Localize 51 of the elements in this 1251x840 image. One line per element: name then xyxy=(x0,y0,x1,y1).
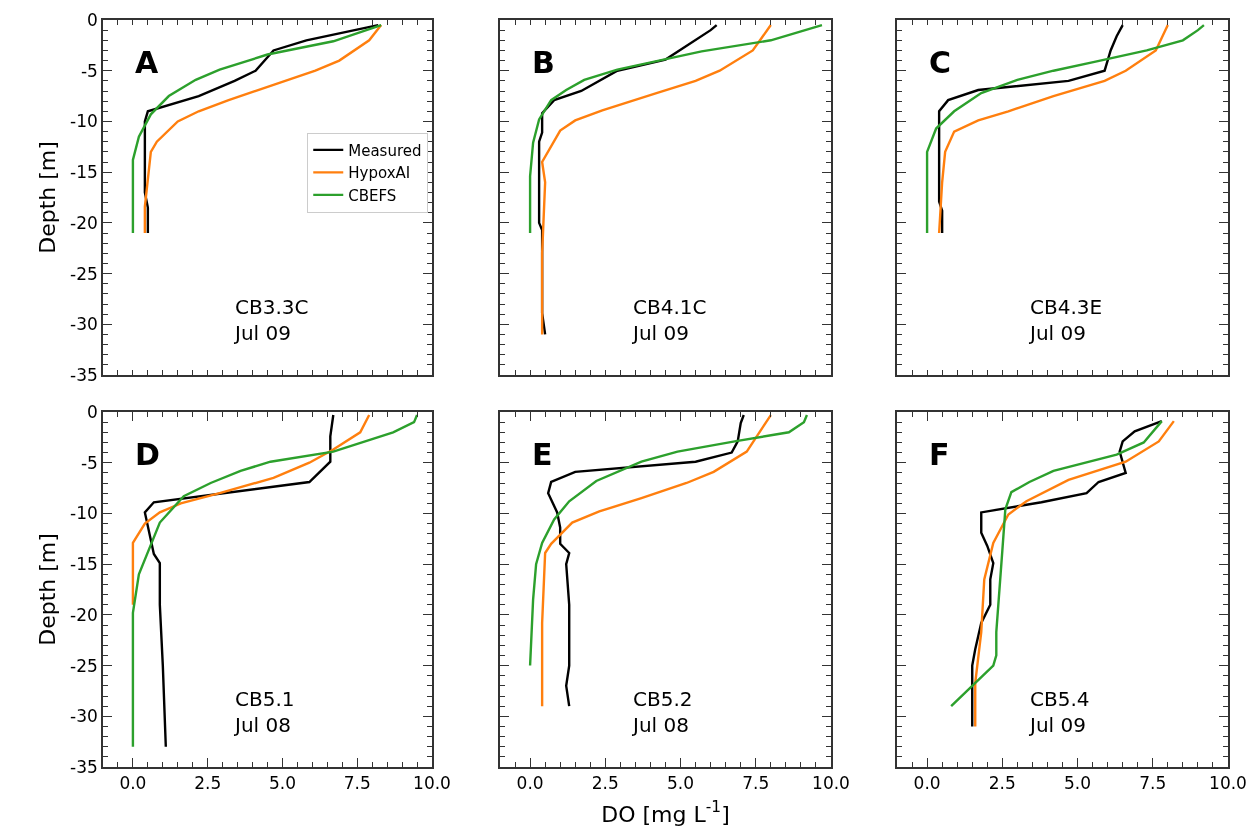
x-tick-label: 10.0 xyxy=(1209,773,1247,794)
y-tick-label: -25 xyxy=(70,655,98,676)
x-tick-label: 0.0 xyxy=(516,773,544,794)
legend-label: CBEFS xyxy=(348,186,397,205)
annotation: B xyxy=(532,45,555,80)
annotation: CB5.1 Jul 08 xyxy=(233,687,295,737)
y-tick-label: -20 xyxy=(70,212,98,233)
x-tick-label: 2.5 xyxy=(988,773,1016,794)
y-tick-label: -15 xyxy=(70,554,98,575)
x-tick-label: 5.0 xyxy=(667,773,695,794)
y-tick-label: -30 xyxy=(70,314,98,335)
annotation: F xyxy=(929,437,950,472)
x-tick-label: 7.5 xyxy=(742,773,770,794)
y-tick-label: 0 xyxy=(87,401,98,422)
x-tick-label: 5.0 xyxy=(1064,773,1092,794)
x-tick-label: 2.5 xyxy=(194,773,222,794)
x-tick-label: 10.0 xyxy=(812,773,850,794)
x-tick-label: 10.0 xyxy=(413,773,451,794)
x-tick-label: 0.0 xyxy=(119,773,147,794)
legend-label: HypoxAI xyxy=(348,164,411,183)
y-axis-title: Depth [m] xyxy=(35,533,61,646)
annotation: C xyxy=(929,45,952,80)
line-series xyxy=(131,413,371,606)
annotation: A xyxy=(135,45,159,80)
x-tick-label: 5.0 xyxy=(268,773,296,794)
y-tick-label: -15 xyxy=(70,162,98,183)
line-series xyxy=(131,413,419,748)
y-tick-label: -35 xyxy=(70,756,98,777)
x-tick-label: 7.5 xyxy=(343,773,371,794)
annotation: CB4.3E Jul 09 xyxy=(1028,295,1103,345)
legend-label: Measured xyxy=(348,141,422,160)
annotation: CB5.2 Jul 08 xyxy=(631,687,693,737)
x-tick-label: 7.5 xyxy=(1139,773,1167,794)
x-tick-label: 0.0 xyxy=(913,773,941,794)
annotation: CB3.3C Jul 09 xyxy=(233,295,309,345)
annotation: D xyxy=(135,437,160,472)
y-tick-label: 0 xyxy=(87,9,98,30)
y-tick-label: -35 xyxy=(70,364,98,385)
y-axis-title: Depth [m] xyxy=(35,141,61,254)
y-tick-label: -10 xyxy=(70,503,98,524)
y-tick-label: -25 xyxy=(70,263,98,284)
x-axis-title: DO [mg L$^{-1}$] xyxy=(601,798,730,827)
annotation: E xyxy=(532,437,553,472)
y-tick-label: -10 xyxy=(70,111,98,132)
annotation: CB5.4 Jul 09 xyxy=(1028,687,1090,737)
y-tick-label: -20 xyxy=(70,604,98,625)
y-tick-label: -30 xyxy=(70,706,98,727)
annotation: CB4.1C Jul 09 xyxy=(631,295,707,345)
y-tick-label: -5 xyxy=(80,60,98,81)
x-tick-label: 2.5 xyxy=(591,773,619,794)
y-tick-label: -5 xyxy=(80,452,98,473)
